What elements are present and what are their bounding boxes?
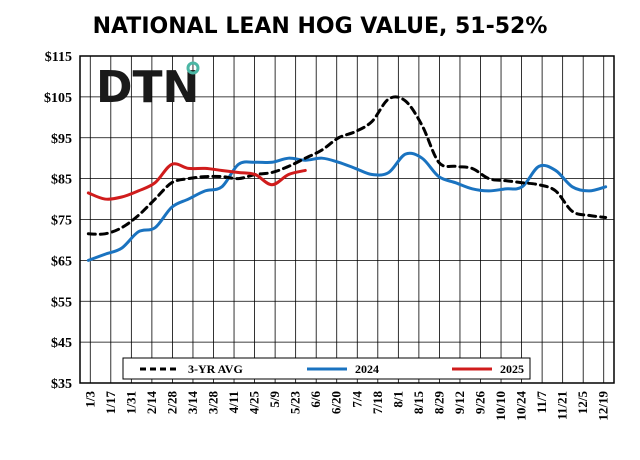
x-tick-label: 5/9	[267, 391, 282, 408]
x-tick-label: 10/10	[493, 391, 508, 421]
y-axis-ticks: $35 $45 $55 $65 $75 $85 $95 $105 $115	[44, 50, 72, 392]
x-tick-label: 3/14	[185, 391, 200, 415]
x-tick-label: 10/24	[514, 391, 529, 421]
x-axis-ticks: 1/3 1/17 1/31 2/14 2/28 3/14 3/28 4/11 4/25 5/9 5/…	[82, 391, 610, 421]
y-tick-label: $105	[44, 91, 72, 106]
y-tick-label: $65	[51, 254, 72, 269]
x-tick-label: 6/20	[329, 391, 344, 414]
x-tick-label: 8/15	[411, 391, 426, 415]
x-tick-label: 11/7	[534, 391, 549, 414]
x-tick-label: 9/12	[452, 391, 467, 414]
legend-label: 2025	[500, 362, 524, 376]
x-tick-label: 8/1	[390, 391, 405, 408]
y-tick-label: $85	[51, 173, 72, 188]
y-tick-label: $75	[51, 214, 72, 229]
x-tick-label: 1/17	[103, 391, 118, 415]
logo-text: DTN	[96, 62, 199, 113]
y-tick-label: $115	[45, 50, 72, 65]
chart: $35$45$55$65$75$85$95$105$115 1/3 1/17 1/3…	[0, 0, 640, 460]
x-tick-label: 8/29	[431, 391, 446, 415]
x-tick-label: 12/19	[596, 391, 611, 421]
legend-label: 3-YR AVG	[188, 362, 243, 376]
y-tick-label: $45	[51, 336, 72, 351]
legend: 3-YR AVG 2024 2025	[123, 358, 530, 379]
dtn-logo: DTN	[96, 62, 199, 113]
x-tick-label: 7/4	[349, 391, 364, 408]
x-tick-label: 4/11	[226, 391, 241, 413]
x-tick-label: 5/23	[288, 391, 303, 415]
x-tick-label: 1/3	[82, 391, 97, 408]
x-tick-label: 7/18	[370, 391, 385, 415]
x-tick-label: 9/26	[473, 391, 488, 415]
x-tick-label: 12/5	[575, 391, 590, 415]
legend-label: 2024	[355, 362, 379, 376]
y-tick-label: $35	[51, 377, 72, 392]
x-tick-label: 11/21	[555, 391, 570, 420]
x-tick-label: 2/28	[164, 391, 179, 415]
x-tick-label: 3/28	[206, 391, 221, 415]
y-tick-label: $95	[51, 132, 72, 147]
y-tick-label: $55	[51, 295, 72, 310]
x-tick-label: 1/31	[123, 391, 138, 414]
x-tick-label: 2/14	[144, 391, 159, 415]
x-tick-label: 6/6	[308, 391, 323, 408]
x-tick-label: 4/25	[247, 391, 262, 415]
